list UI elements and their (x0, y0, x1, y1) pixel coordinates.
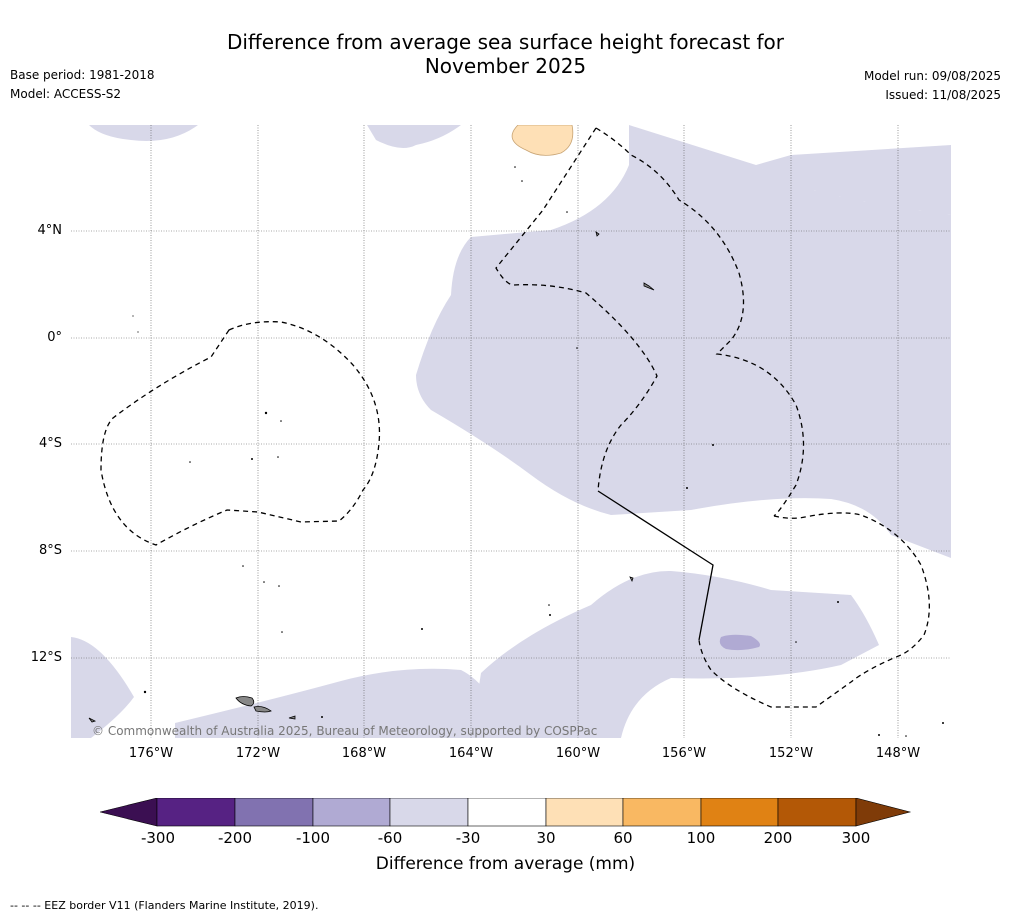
meta-right: Model run: 09/08/2025 Issued: 11/08/2025 (864, 67, 1001, 105)
model-name: Model: ACCESS-S2 (10, 87, 122, 101)
colorbar-tick-10: 300 (841, 829, 871, 847)
colorbar-bin-6 (545, 798, 624, 827)
positive-anomaly-patch (511, 125, 574, 156)
title-line-2: November 2025 (424, 54, 587, 78)
colorbar-tick-3: -100 (295, 829, 331, 847)
ssh-anomaly-fill (71, 125, 951, 738)
colorbar-bin-7 (622, 798, 702, 827)
meta-left: Base period: 1981-2018 Model: ACCESS-S2 (10, 66, 155, 104)
lat-label-12s: 12°S (30, 650, 62, 665)
anomaly-region-south-mid (175, 668, 511, 738)
negative-anomaly-patch (719, 634, 760, 651)
colorbar-tick-4: -60 (377, 829, 403, 847)
colorbar-bin-2 (234, 798, 314, 827)
map-title: Difference from average sea surface heig… (0, 30, 1011, 78)
colorbar-tick-7: 60 (613, 829, 633, 847)
lon-label-156w: 156°W (661, 746, 707, 761)
atolls (132, 166, 944, 737)
eez-border-south-east (698, 512, 930, 708)
anomaly-region-south-west (71, 637, 134, 738)
eez-borders (100, 127, 930, 708)
colorbar-tick-9: 200 (763, 829, 793, 847)
colorbar-tick-6: 30 (536, 829, 556, 847)
copyright-notice: © Commonwealth of Australia 2025, Bureau… (92, 724, 598, 738)
eez-border-west (100, 321, 381, 546)
lat-label-4s: 4°S (38, 436, 62, 451)
anomaly-region-north-center (89, 125, 198, 141)
title-line-1: Difference from average sea surface heig… (226, 30, 785, 54)
lat-label-0: 0° (47, 330, 62, 345)
colorbar-bin-3 (312, 798, 391, 827)
lon-label-172w: 172°W (235, 746, 281, 761)
colorbar-extend-low (100, 798, 158, 827)
colorbar-bin-9 (777, 798, 857, 827)
lon-label-148w: 148°W (875, 746, 921, 761)
colorbar (100, 798, 912, 827)
lon-label-176w: 176°W (128, 746, 174, 761)
model-run: Model run: 09/08/2025 (863, 69, 1001, 83)
anomaly-region-east (416, 125, 951, 558)
eez-border-north-east (595, 127, 805, 517)
colorbar-bin-1 (156, 798, 236, 827)
colorbar-bin-4 (389, 798, 469, 827)
lon-label-160w: 160°W (555, 746, 601, 761)
lat-label-4n: 4°N (37, 223, 63, 238)
colorbar-tick-2: -200 (217, 829, 253, 847)
colorbar-bin-5 (467, 798, 547, 827)
graticule (71, 125, 951, 738)
colorbar-label: Difference from average (mm) (375, 854, 636, 874)
eez-solid-segment (597, 490, 714, 641)
anomaly-region-south-center (471, 570, 879, 738)
lon-label-164w: 164°W (448, 746, 494, 761)
anomaly-region-north-mid (367, 125, 461, 149)
colorbar-tick-8: 100 (686, 829, 716, 847)
eez-legend-note: -- -- -- EEZ border V11 (Flanders Marine… (10, 899, 319, 912)
base-period: Base period: 1981-2018 (10, 68, 155, 82)
map-panel (71, 125, 951, 738)
colorbar-tick-5: -30 (455, 829, 481, 847)
islands (88, 231, 655, 723)
colorbar-extend-high (855, 798, 912, 827)
colorbar-bin-8 (700, 798, 779, 827)
lon-label-152w: 152°W (768, 746, 814, 761)
colorbar-tick-1: -300 (140, 829, 176, 847)
issued-date: Issued: 11/08/2025 (885, 88, 1001, 102)
eez-border-central (495, 127, 658, 492)
samoa-island-east (253, 706, 272, 713)
samoa-island-west (235, 696, 255, 707)
lat-label-8s: 8°S (38, 543, 62, 558)
lon-label-168w: 168°W (341, 746, 387, 761)
